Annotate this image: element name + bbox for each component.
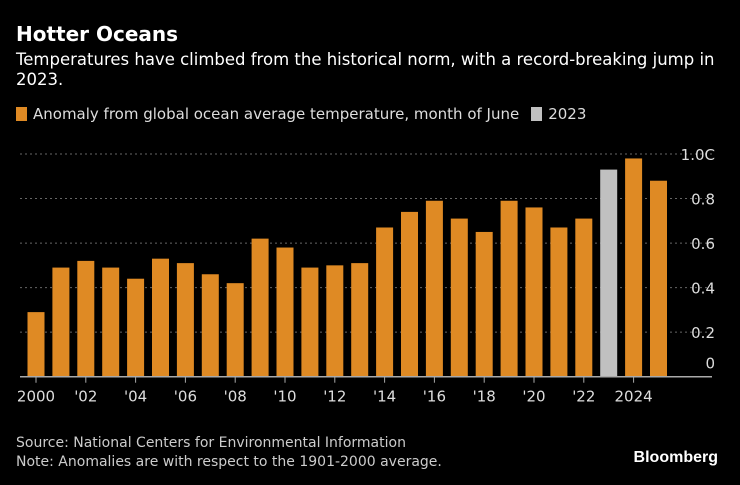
bar-2013 [351, 263, 369, 377]
bar-2022 [575, 218, 593, 377]
x-tick-label: '18 [473, 388, 496, 406]
bar-2003 [102, 267, 120, 377]
bar-2006 [176, 263, 194, 377]
bar-2007 [201, 274, 219, 377]
bar-2017 [450, 218, 468, 377]
bar-2008 [226, 283, 244, 377]
x-tick-label: '12 [323, 388, 346, 406]
chart-subtitle: Temperatures have climbed from the histo… [16, 50, 715, 89]
y-tick-label: 0.2 [691, 324, 715, 342]
bar-2015 [401, 211, 418, 377]
footnotes: Source: National Centers for Environment… [16, 434, 442, 472]
x-tick-label: '06 [174, 388, 197, 406]
bar-2002 [77, 260, 95, 377]
bar-2011 [301, 267, 319, 377]
bar-2019 [500, 200, 518, 377]
x-tick-label: '16 [423, 388, 446, 406]
x-tick-label: '14 [373, 388, 396, 406]
bloomberg-logo: Bloomberg [633, 449, 718, 466]
x-tick-label: '10 [273, 388, 296, 406]
bar-2009 [251, 238, 269, 377]
bar-2021 [550, 227, 568, 377]
y-tick-label: 0.4 [691, 280, 715, 298]
bar-2010 [276, 247, 294, 377]
x-tick-label: 2024 [615, 388, 653, 406]
source-text: Source: National Centers for Environment… [16, 435, 406, 451]
bar-2023 [600, 169, 618, 377]
legend-swatch-anomaly [16, 107, 27, 121]
note-text: Note: Anomalies are with respect to the … [16, 454, 442, 470]
y-tick-label: 1.0C [681, 146, 715, 164]
bar-2001 [52, 267, 70, 377]
bar-2012 [326, 265, 344, 377]
x-tick-label: '20 [522, 388, 545, 406]
bar-2024 [625, 158, 643, 377]
x-tick-label: '04 [124, 388, 147, 406]
legend-label-anomaly: Anomaly from global ocean average temper… [33, 105, 520, 123]
bar-2020 [525, 207, 543, 377]
bar-2018 [475, 231, 493, 377]
bar-2005 [152, 258, 169, 377]
bar-2000 [27, 312, 45, 377]
y-tick-label: 0.8 [691, 191, 715, 209]
x-tick-label: 2000 [17, 388, 55, 406]
bar-2014 [376, 227, 394, 377]
x-tick-label: '22 [572, 388, 595, 406]
bar-2025 [650, 180, 667, 377]
x-tick-label: '08 [224, 388, 247, 406]
bar-2004 [127, 278, 145, 377]
y-tick-label: 0.6 [691, 235, 715, 253]
legend-label-2023: 2023 [548, 105, 587, 123]
bar-2016 [425, 200, 443, 377]
y-tick-label: 0 [705, 355, 715, 373]
legend: Anomaly from global ocean average temper… [16, 105, 598, 123]
legend-swatch-2023 [531, 107, 543, 121]
chart-title: Hotter Oceans [16, 22, 179, 46]
x-tick-label: '02 [74, 388, 97, 406]
